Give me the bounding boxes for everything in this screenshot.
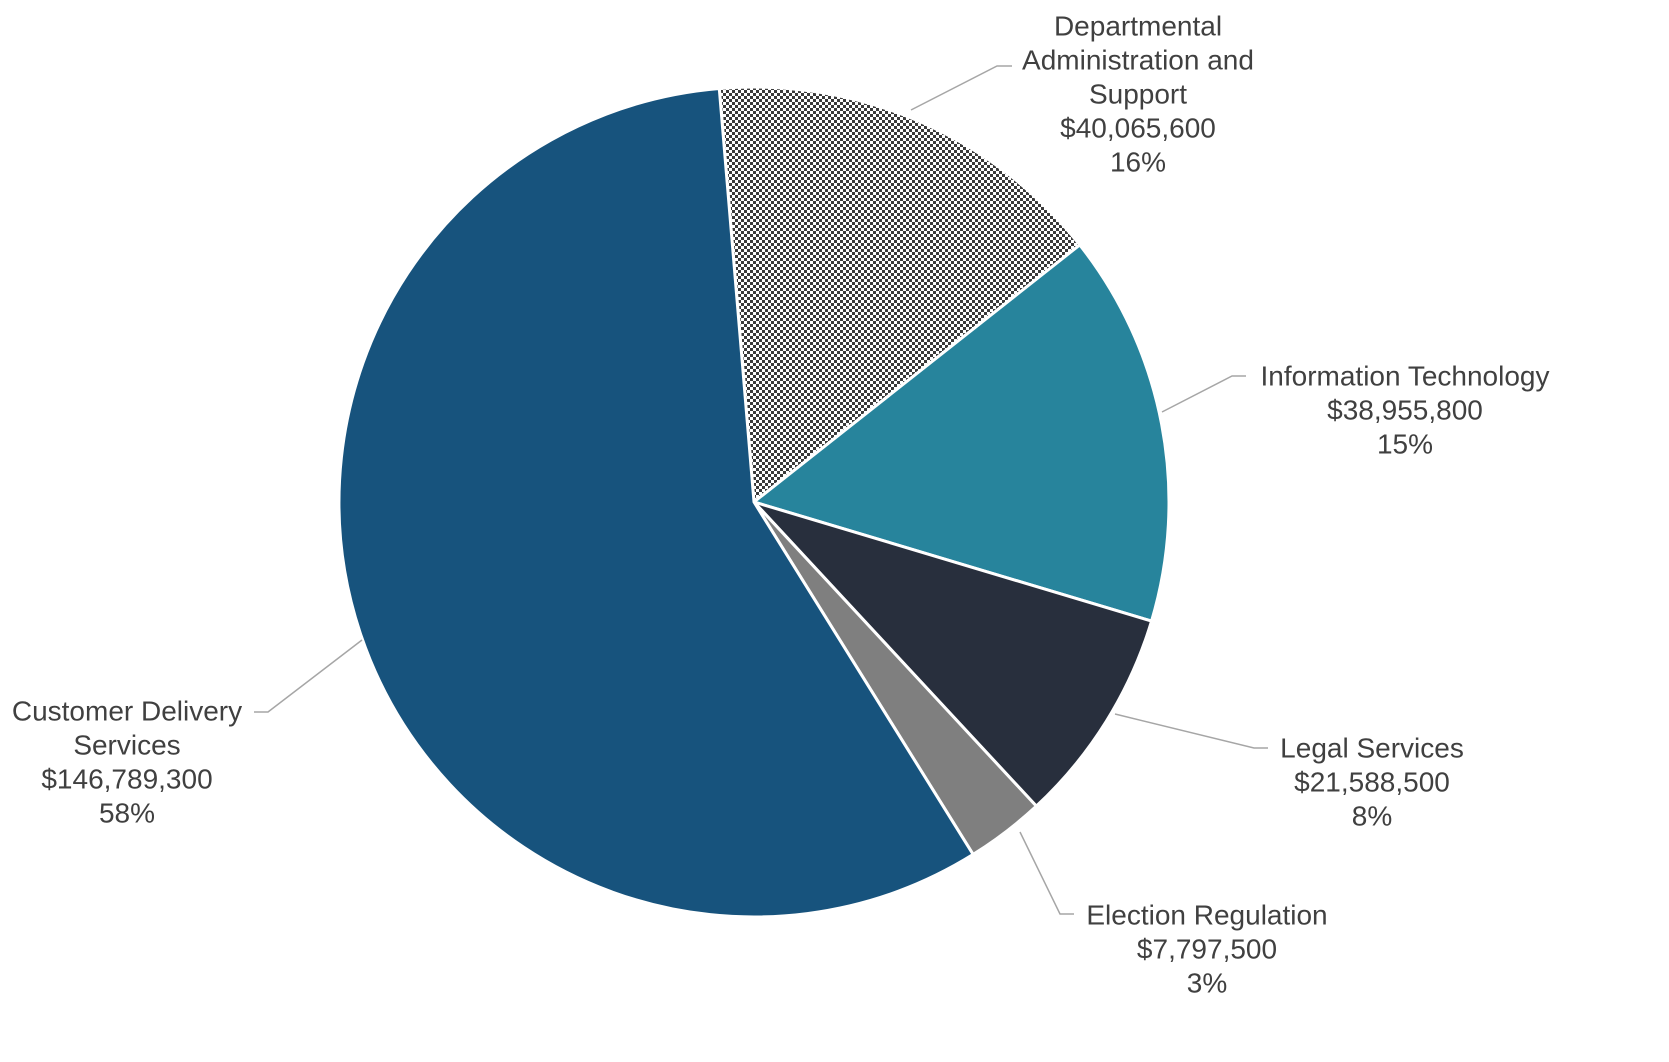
slice-label: Customer Delivery Services $146,789,300 58% bbox=[12, 695, 242, 828]
leader-lines bbox=[254, 65, 1268, 915]
slice-label: Departmental Administration and Support $40… bbox=[1022, 10, 1254, 177]
slice-label-amount: $146,789,300 bbox=[41, 763, 212, 794]
slice-label-name: Departmental bbox=[1054, 10, 1222, 41]
slice-label: Legal Services $21,588,500 8% bbox=[1280, 732, 1464, 831]
slice-label: Information Technology $38,955,800 15% bbox=[1261, 360, 1550, 459]
slice-labels: Departmental Administration and Support $40… bbox=[12, 10, 1550, 998]
slice-label-percent: 3% bbox=[1187, 967, 1227, 998]
slice-label-amount: $38,955,800 bbox=[1327, 394, 1483, 425]
pie-slice-legal-services bbox=[752, 500, 1154, 808]
leader-line bbox=[1114, 713, 1268, 749]
slice-label: Election Regulation $7,797,500 3% bbox=[1086, 899, 1327, 998]
slice-label-percent: 15% bbox=[1377, 428, 1433, 459]
slice-label-amount: $21,588,500 bbox=[1294, 766, 1450, 797]
slice-label-name: Support bbox=[1089, 78, 1187, 109]
slice-label-percent: 8% bbox=[1352, 800, 1392, 831]
slice-label-name: Legal Services bbox=[1280, 732, 1464, 763]
pie-slice-departmental-administration-and-support bbox=[717, 85, 1082, 504]
pie-slice-information-technology bbox=[752, 243, 1171, 623]
slice-label-amount: $7,797,500 bbox=[1137, 933, 1277, 964]
leader-line bbox=[910, 65, 1012, 111]
slice-label-name: Election Regulation bbox=[1086, 899, 1327, 930]
slice-label-amount: $40,065,600 bbox=[1060, 112, 1216, 143]
slice-label-name: Services bbox=[73, 729, 180, 760]
leader-line bbox=[1161, 375, 1246, 413]
slice-label-name: Customer Delivery bbox=[12, 695, 242, 726]
slice-label-percent: 16% bbox=[1110, 146, 1166, 177]
pie-slice-customer-delivery-services bbox=[337, 86, 975, 919]
leader-line bbox=[1019, 831, 1074, 915]
slice-label-name: Information Technology bbox=[1261, 360, 1550, 391]
leader-line bbox=[254, 639, 363, 713]
pie-slices bbox=[337, 85, 1171, 919]
slice-label-percent: 58% bbox=[99, 797, 155, 828]
slice-label-name: Administration and bbox=[1022, 44, 1254, 75]
